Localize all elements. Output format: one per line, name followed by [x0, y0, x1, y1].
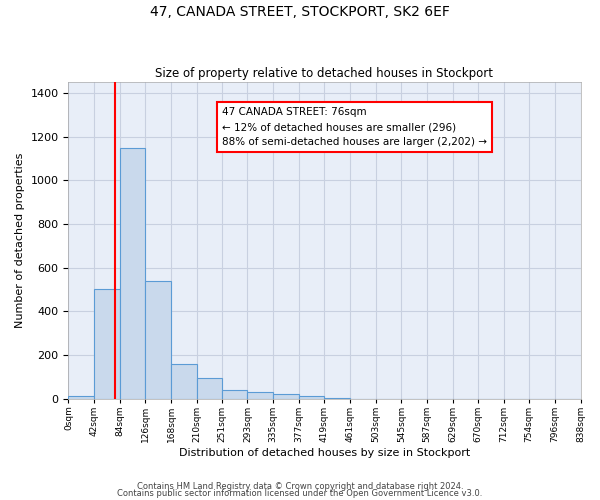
Bar [299, 396, 325, 398]
Bar [171, 364, 197, 398]
Text: 47 CANADA STREET: 76sqm
← 12% of detached houses are smaller (296)
88% of semi-d: 47 CANADA STREET: 76sqm ← 12% of detache… [222, 108, 487, 147]
Title: Size of property relative to detached houses in Stockport: Size of property relative to detached ho… [155, 66, 493, 80]
Bar [145, 280, 171, 398]
Bar [273, 394, 299, 398]
Text: Contains public sector information licensed under the Open Government Licence v3: Contains public sector information licen… [118, 489, 482, 498]
Bar [120, 148, 145, 398]
Text: Contains HM Land Registry data © Crown copyright and database right 2024.: Contains HM Land Registry data © Crown c… [137, 482, 463, 491]
Bar [222, 390, 247, 398]
Y-axis label: Number of detached properties: Number of detached properties [15, 152, 25, 328]
Bar [197, 378, 222, 398]
Bar [247, 392, 273, 398]
X-axis label: Distribution of detached houses by size in Stockport: Distribution of detached houses by size … [179, 448, 470, 458]
Text: 47, CANADA STREET, STOCKPORT, SK2 6EF: 47, CANADA STREET, STOCKPORT, SK2 6EF [150, 5, 450, 19]
Bar [94, 290, 120, 399]
Bar [68, 396, 94, 398]
